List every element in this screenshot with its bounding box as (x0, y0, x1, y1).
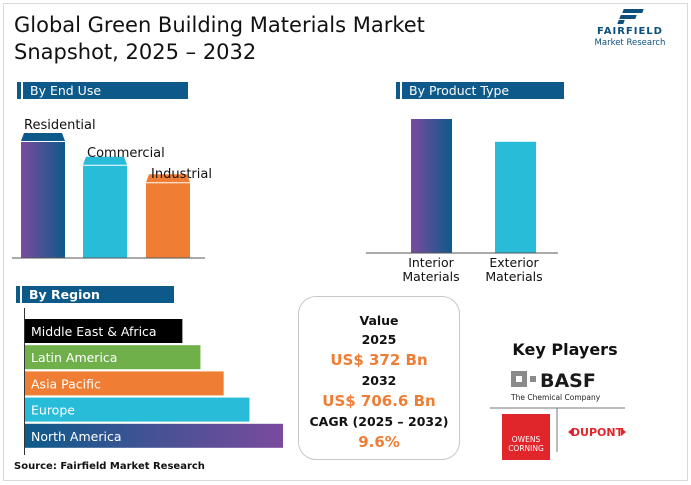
value-year-end: 2032 (361, 373, 397, 388)
fairfield-logo-icon (617, 8, 644, 24)
product-type-bar-interior-materials (411, 119, 452, 253)
region-bar-latin-america (25, 345, 201, 370)
key-players-logos: BASF The Chemical Company OWENS CORNING … (490, 370, 626, 460)
dupont-logo: DUPONT (568, 426, 626, 439)
value-year-start: 2025 (361, 332, 397, 347)
product-type-chart: Interior Materials Exterior Materials (366, 119, 558, 284)
product-type-bar-exterior-materials (495, 141, 536, 253)
region-bar-europe (25, 397, 250, 422)
product-label-exterior-line1: Exterior (489, 255, 539, 270)
key-players-title: Key Players (512, 340, 618, 359)
source-note: Source: Fairfield Market Research (14, 461, 205, 472)
basf-logo: BASF The Chemical Company (510, 370, 601, 402)
owens-corning-logo: OWENS CORNING (502, 414, 550, 460)
product-label-interior-line1: Interior (408, 255, 454, 270)
value-start: US$ 372 Bn (330, 351, 428, 369)
region-bar-asia-pacific (25, 371, 224, 396)
region-label-asia-pacific: Asia Pacific (31, 376, 101, 391)
cagr-label: CAGR (2025 – 2032) (309, 414, 449, 429)
end-use-chart: Residential Commercial Industrial (12, 118, 212, 259)
market-value-box: Value 2025 US$ 372 Bn 2032 US$ 706.6 Bn … (298, 296, 460, 460)
page-title: Global Green Building Materials Market S… (14, 13, 425, 64)
section-header-region: By Region (16, 286, 174, 303)
end-use-bar-commercial (83, 165, 127, 258)
region-label-middle-east-africa: Middle East & Africa (31, 324, 157, 339)
end-use-label-commercial: Commercial (87, 146, 165, 161)
region-bar-middle-east-africa (25, 319, 183, 343)
region-chart: Middle East & Africa Latin America Asia Pa… (24, 308, 283, 455)
end-use-label-industrial: Industrial (151, 167, 212, 182)
region-label-latin-america: Latin America (31, 350, 117, 365)
region-label-north-america: North America (31, 429, 122, 444)
section-header-end-use: By End Use (17, 82, 188, 99)
basf-name: BASF (540, 370, 596, 392)
end-use-bar-industrial (146, 183, 190, 258)
end-use-bar-residential (21, 142, 65, 258)
end-use-label-residential: Residential (24, 118, 96, 133)
value-label: Value (359, 313, 399, 328)
end-use-bar-cap-industrial (146, 174, 190, 183)
region-label-europe: Europe (31, 403, 75, 418)
owens-corning-line1: OWENS (512, 435, 541, 444)
cagr-value: 9.6% (358, 433, 400, 451)
product-label-exterior-line2: Materials (485, 269, 542, 284)
logo-name: FAIRFIELD (597, 26, 663, 37)
end-use-bar-cap-commercial (83, 156, 127, 165)
region-bar-north-america (25, 423, 283, 448)
end-use-bar-cap-residential (21, 133, 65, 141)
owens-corning-line2: CORNING (508, 444, 544, 453)
product-label-interior-line2: Materials (402, 269, 459, 284)
logo-subtitle: Market Research (594, 38, 666, 48)
fairfield-logo: FAIRFIELD Market Research (580, 8, 680, 48)
section-header-product-type: By Product Type (396, 82, 564, 99)
value-end: US$ 706.6 Bn (322, 392, 436, 410)
dupont-name: DUPONT (571, 426, 624, 439)
basf-tagline: The Chemical Company (510, 393, 601, 402)
